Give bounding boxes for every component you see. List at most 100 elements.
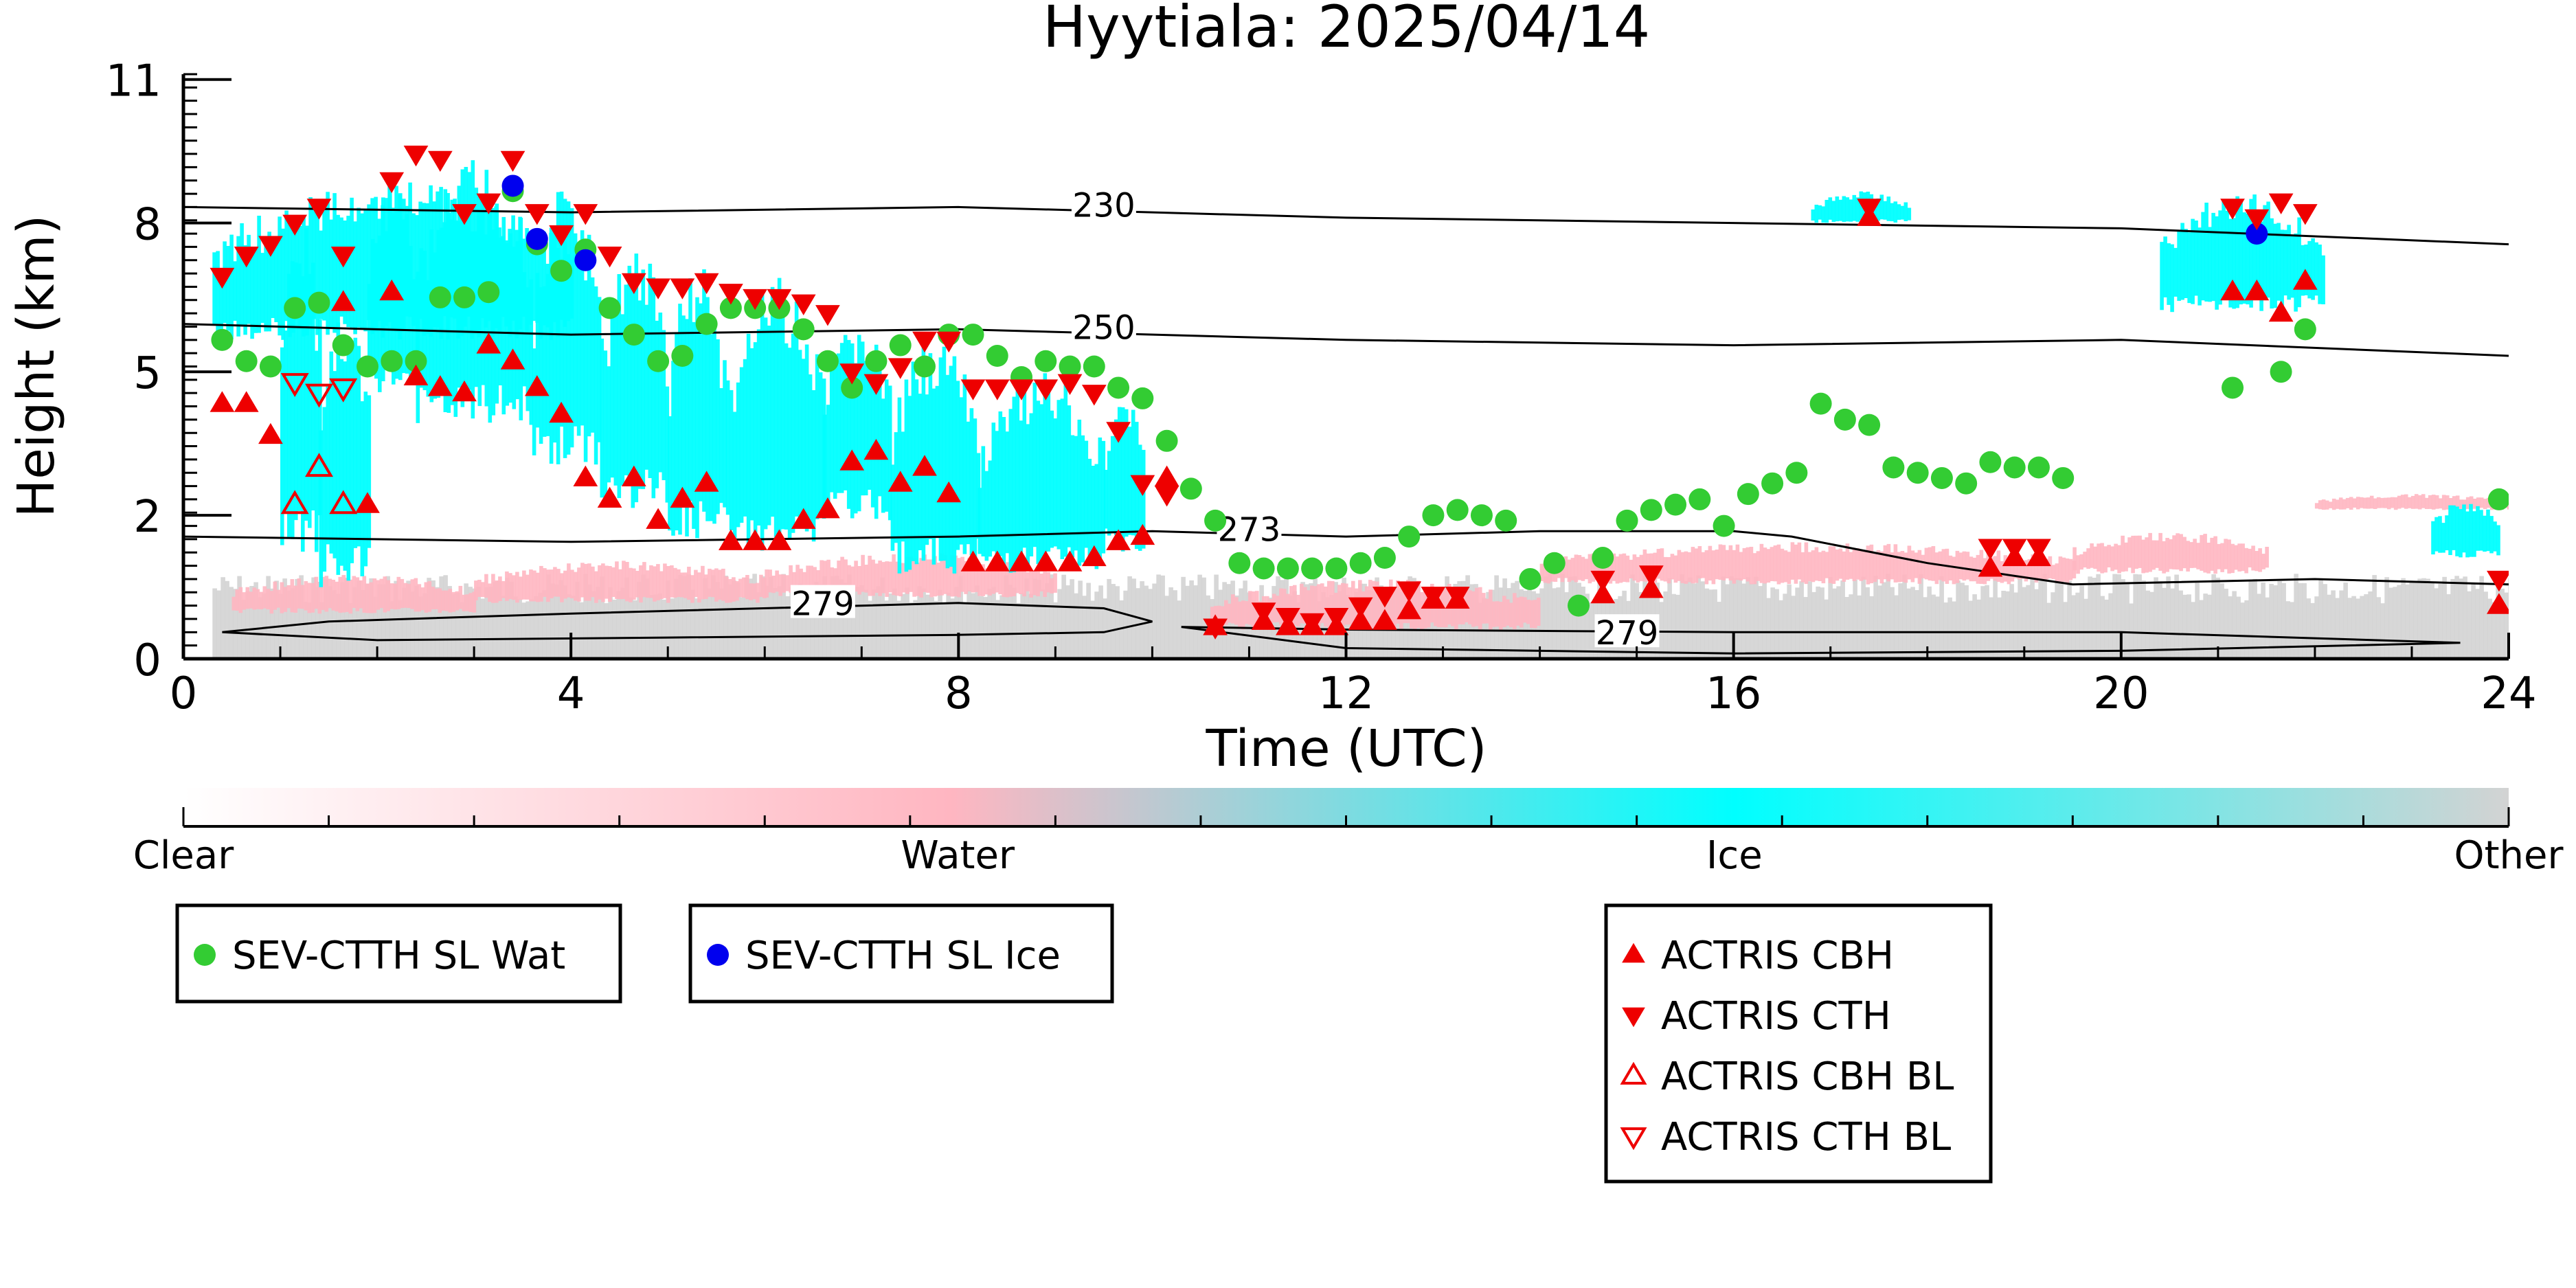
other-streak	[719, 588, 724, 659]
other-streak	[2050, 592, 2055, 659]
isotherm-label-bg	[1071, 308, 1136, 342]
other-streak	[2438, 583, 2443, 659]
ice-streak	[1046, 387, 1051, 552]
data-point	[381, 350, 403, 372]
water-streak	[1420, 592, 1424, 630]
water-streak	[1845, 543, 1850, 580]
ice-streak	[651, 277, 656, 499]
ice-streak	[1015, 389, 1020, 570]
water-streak	[1468, 590, 1472, 624]
water-streak	[2196, 543, 2200, 569]
data-point	[550, 260, 573, 282]
data-point	[1620, 1127, 1647, 1151]
other-streak	[480, 598, 485, 659]
data-point	[379, 172, 405, 194]
water-streak	[1375, 581, 1379, 628]
other-streak	[2034, 589, 2039, 659]
water-streak	[1506, 599, 1510, 626]
data-point	[1519, 567, 1541, 590]
y-axis-label: Height (km)	[7, 215, 66, 518]
ice-streak	[843, 335, 848, 490]
other-streak	[1004, 575, 1008, 659]
ice-streak	[287, 273, 291, 537]
water-streak	[916, 563, 920, 596]
other-streak	[1041, 589, 1046, 659]
other-streak	[2298, 583, 2303, 659]
ice-streak	[928, 353, 933, 539]
water-streak	[2034, 562, 2039, 583]
ice-streak	[284, 210, 289, 321]
water-streak	[1790, 542, 1795, 580]
ice-streak	[1821, 206, 1826, 223]
data-point	[2270, 361, 2292, 383]
data-point	[501, 174, 524, 197]
water-streak	[2200, 534, 2204, 571]
ice-streak	[2465, 511, 2470, 558]
water-streak	[2455, 495, 2460, 508]
ice-streak	[1131, 409, 1136, 536]
water-streak	[2206, 543, 2211, 574]
ice-streak	[1127, 427, 1132, 535]
ice-region	[890, 339, 981, 574]
data-point	[1154, 465, 1179, 486]
ice-region	[1811, 191, 1912, 223]
water-streak	[762, 577, 767, 598]
data-point	[2026, 539, 2051, 560]
data-point	[476, 193, 501, 214]
other-streak	[1045, 583, 1050, 659]
water-streak	[1917, 550, 1922, 584]
other-streak	[2133, 574, 2138, 659]
water-streak	[2055, 563, 2059, 583]
water-streak	[1735, 544, 1740, 580]
ice-streak	[2489, 516, 2494, 554]
ice-streak	[1879, 194, 1884, 220]
other-streak	[649, 594, 654, 659]
water-streak	[1546, 565, 1551, 584]
other-streak	[793, 596, 798, 659]
data-point	[2294, 318, 2316, 341]
water-streak	[310, 583, 315, 613]
ice-streak	[2197, 227, 2202, 306]
water-streak	[2393, 497, 2398, 510]
other-streak	[1688, 577, 1693, 659]
water-streak	[833, 568, 837, 597]
ice-streak	[2287, 225, 2291, 300]
ice-streak	[474, 188, 479, 387]
other-streak	[2100, 596, 2105, 659]
other-streak	[789, 587, 794, 659]
data-point	[2220, 199, 2245, 220]
data-point	[1348, 609, 1373, 630]
water-streak	[546, 569, 550, 602]
water-streak	[2318, 500, 2323, 510]
data-point	[865, 350, 888, 372]
other-streak	[958, 576, 963, 659]
water-streak	[1759, 543, 1764, 583]
other-streak	[2351, 596, 2356, 659]
ice-streak	[857, 335, 861, 512]
data-point	[306, 199, 332, 220]
ice-streak	[956, 381, 960, 550]
other-streak	[2327, 594, 2331, 659]
other-streak	[1152, 583, 1157, 659]
data-point	[1301, 557, 1324, 580]
water-region	[474, 561, 767, 603]
data-point	[1446, 499, 1469, 521]
ice-streak	[784, 343, 789, 530]
water-streak	[2189, 542, 2193, 568]
water-streak	[379, 578, 384, 609]
water-streak	[269, 591, 274, 614]
water-streak	[481, 582, 485, 598]
other-streak	[377, 584, 382, 659]
y-tick-label: 0	[133, 635, 161, 686]
ice-streak	[1117, 407, 1122, 535]
ice-streak	[1849, 199, 1853, 222]
water-streak	[629, 567, 633, 602]
water-streak	[314, 576, 319, 609]
water-streak	[276, 589, 281, 608]
ice-streak	[501, 216, 506, 415]
data-point	[1325, 557, 1348, 580]
data-point	[477, 281, 500, 304]
water-streak	[1241, 600, 1245, 630]
other-streak	[546, 574, 551, 659]
water-streak	[680, 572, 684, 598]
